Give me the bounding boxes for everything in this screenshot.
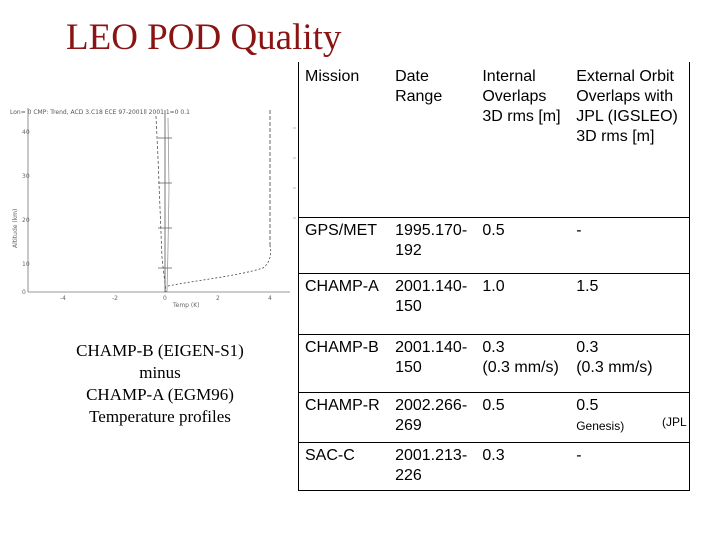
cell-date: 2002.266- 269 [389,392,477,443]
cell-mission: CHAMP-B [298,334,390,393]
caption-line: minus [139,363,181,382]
header-date-range: Date Range [395,68,443,105]
temperature-profile-plot: Lon= 0 CMP: Trend, ACD 3.C18 ECE 97-2001… [10,108,296,309]
cell-mission: CHAMP-R [298,392,390,443]
bottom-label-3: 2 [216,295,220,302]
bottom-label-4: 4 [268,295,272,302]
plot-xlabel: Temp (K) [172,302,200,309]
cell-internal: 1.0 [476,273,571,335]
header-external-overlaps: External Orbit Overlaps with JPL (IGSLEO… [576,68,678,145]
tick-label-3: 10 [22,261,30,268]
table-row: CHAMP-R 2002.266- 269 0.5 0.5 Genesis) [298,392,690,443]
bottom-label-1: -2 [112,295,118,302]
tick-label-2: 20 [22,217,30,224]
caption-line: CHAMP-A (EGM96) [86,385,234,404]
cell-mission: CHAMP-A [298,273,390,335]
cell-external: - [570,217,690,274]
profile-solid [166,117,170,293]
caption-line: Temperature profiles [89,407,231,426]
bottom-label-0: -4 [60,295,66,302]
table-row: GPS/MET 1995.170- 192 0.5 - [298,217,690,274]
cell-date: 2001.140- 150 [389,334,477,393]
cell-date: 2001.213- 226 [389,442,477,491]
header-internal-overlaps: Internal Overlaps 3D rms [m] [482,68,561,125]
table-header-row: Mission Date Range Internal Overlaps 3D … [299,62,690,218]
jpl-note: (JPL [662,415,687,429]
tick-label-0: 40 [22,129,30,136]
cell-internal: 0.3 [476,442,571,491]
cell-external: 0.3 (0.3 mm/s) [570,334,690,393]
table-row: SAC-C 2001.213- 226 0.3 - [298,442,690,491]
cell-mission: GPS/MET [298,217,390,274]
cell-date: 1995.170- 192 [389,217,477,274]
profile-dashed-center [155,115,167,293]
cell-mission: SAC-C [298,442,390,491]
cell-external-note: Genesis) [576,419,625,433]
cell-external: - [570,442,690,491]
plot-header: Lon= 0 CMP: Trend, ACD 3.C18 ECE 97-2001… [10,109,190,116]
cell-internal: 0.5 [476,217,571,274]
bottom-label-2: 0 [163,295,167,302]
plot-caption: CHAMP-B (EIGEN-S1) minus CHAMP-A (EGM96)… [40,340,280,428]
plot-ylabel: Altitude (km) [12,209,19,248]
table-row: CHAMP-B 2001.140- 150 0.3 (0.3 mm/s) 0.3 (0… [298,334,690,393]
tick-label-1: 30 [22,173,30,180]
table-row: CHAMP-A 2001.140- 150 1.0 1.5 [298,273,690,335]
tick-label-4: 0 [22,289,26,296]
profile-tail [167,245,272,287]
cell-external: 0.5 Genesis) [570,392,690,443]
page-title: LEO POD Quality [66,17,342,58]
header-mission: Mission [305,68,360,85]
cell-date: 2001.140- 150 [389,273,477,335]
cell-internal: 0.5 [476,392,571,443]
cell-internal: 0.3 (0.3 mm/s) [476,334,571,393]
caption-line: CHAMP-B (EIGEN-S1) [76,341,244,360]
cell-external: 1.5 [570,273,690,335]
leo-pod-table: Mission Date Range Internal Overlaps 3D … [298,62,690,491]
